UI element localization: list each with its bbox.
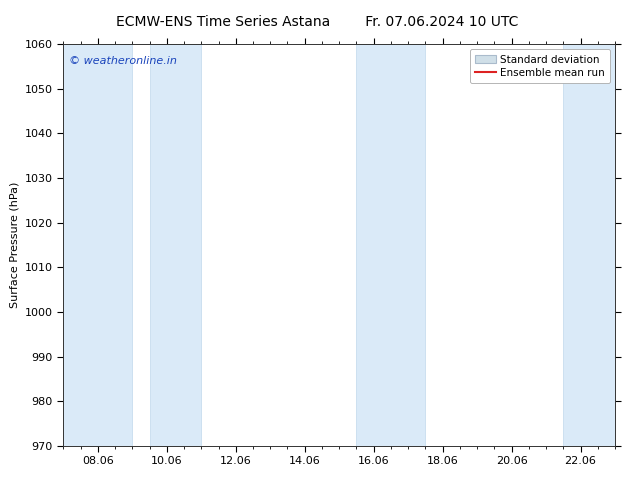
Bar [563, 44, 615, 446]
Text: ECMW-ENS Time Series Astana        Fr. 07.06.2024 10 UTC: ECMW-ENS Time Series Astana Fr. 07.06.20… [116, 15, 518, 29]
Legend: Standard deviation, Ensemble mean run: Standard deviation, Ensemble mean run [470, 49, 610, 83]
Y-axis label: Surface Pressure (hPa): Surface Pressure (hPa) [10, 182, 19, 308]
Bar [356, 44, 425, 446]
Bar [150, 44, 202, 446]
Text: © weatheronline.in: © weatheronline.in [69, 56, 177, 66]
Bar [63, 44, 133, 446]
